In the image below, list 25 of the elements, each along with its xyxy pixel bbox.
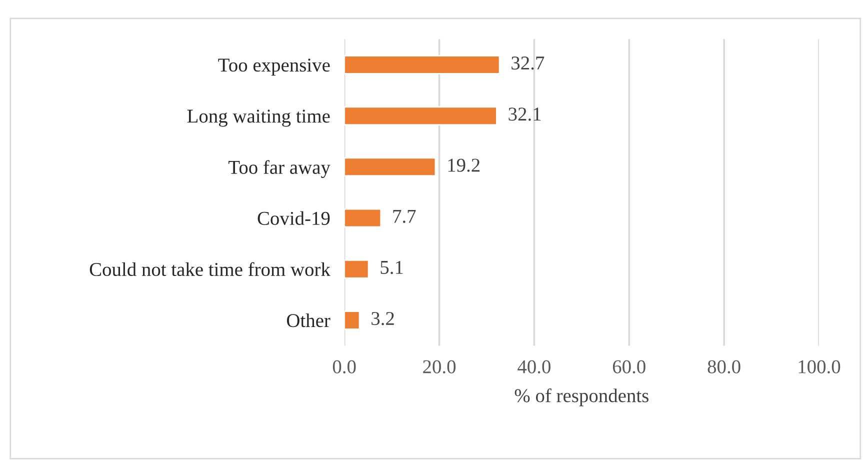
- data-label: 32.1: [508, 108, 541, 121]
- bar: [344, 55, 500, 74]
- bar: [344, 259, 370, 279]
- bar: [344, 106, 498, 126]
- bar: [344, 157, 436, 177]
- y-tick-label: Covid-19: [258, 211, 330, 225]
- data-label: 3.2: [372, 312, 394, 326]
- data-label: 7.7: [393, 210, 416, 223]
- bar: [344, 310, 360, 330]
- x-tick-label: 20.0: [423, 360, 456, 374]
- y-tick-label: Too expensive: [218, 58, 330, 76]
- x-tick-label: 0.0: [332, 360, 356, 374]
- data-label: 19.2: [448, 158, 480, 172]
- y-tick-label: Too far away: [228, 160, 330, 178]
- data-label: 5.1: [380, 260, 403, 274]
- y-tick-label: Could not take time from work: [90, 262, 330, 276]
- y-tick-label: Other: [286, 313, 330, 328]
- y-tick-label: Long waiting time: [187, 110, 330, 127]
- x-tick-label: 100.0: [798, 360, 840, 374]
- x-tick-label: 80.0: [708, 360, 740, 374]
- x-axis-title: % of respondents: [514, 388, 648, 406]
- bar: [344, 208, 382, 228]
- data-label: 32.7: [512, 56, 544, 70]
- x-tick-label: 60.0: [612, 360, 646, 374]
- x-tick-label: 40.0: [518, 360, 550, 374]
